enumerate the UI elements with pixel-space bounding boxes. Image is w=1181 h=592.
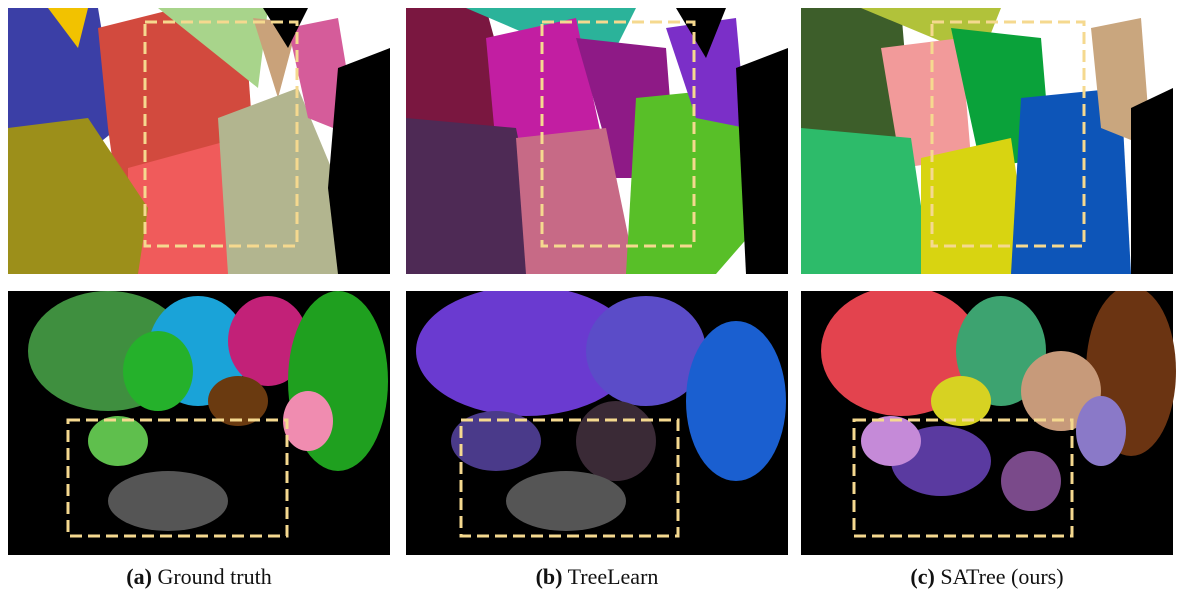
panel-bottom-b <box>406 286 788 555</box>
figure-panels <box>0 0 1181 592</box>
caption-text: SATree (ours) <box>940 564 1063 589</box>
panel-top-b <box>406 8 788 274</box>
panel-top-a <box>8 8 390 274</box>
caption-text: TreeLearn <box>568 564 659 589</box>
caption-label: (a) <box>126 564 152 589</box>
figure: (a) Ground truth (b) TreeLearn (c) SATre… <box>0 0 1181 592</box>
panel-bottom-a <box>8 291 390 555</box>
caption: (c) SATree (ours) <box>792 564 1181 590</box>
caption-label: (b) <box>536 564 563 589</box>
panel-top-c <box>801 8 1173 274</box>
panel-bottom-c <box>801 286 1176 555</box>
caption: (a) Ground truth <box>4 564 394 590</box>
caption-text: Ground truth <box>157 564 271 589</box>
caption: (b) TreeLearn <box>402 564 792 590</box>
caption-label: (c) <box>910 564 934 589</box>
